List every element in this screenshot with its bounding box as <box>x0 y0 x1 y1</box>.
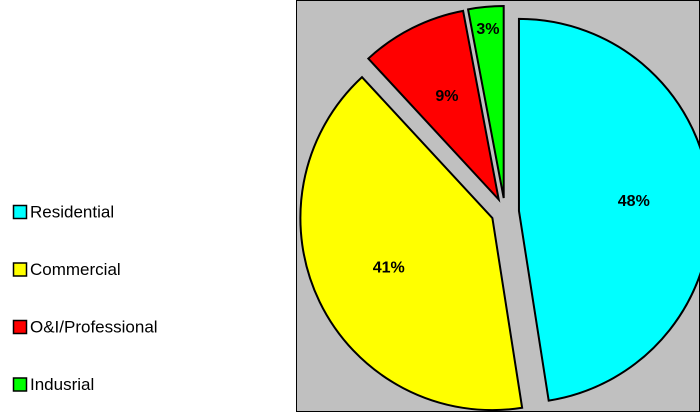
legend-label: Commercial <box>30 260 121 279</box>
data-label: 48% <box>618 193 650 210</box>
legend-label: O&I/Professional <box>30 317 158 336</box>
legend-swatch <box>12 319 28 335</box>
pie-slice <box>299 75 524 412</box>
pie-slice <box>466 5 505 199</box>
legend: Residential Commercial O&I/Professional Ind… <box>12 202 158 394</box>
legend-label: Residential <box>30 202 114 221</box>
data-label: 41% <box>373 260 405 277</box>
legend-swatch <box>12 204 28 220</box>
pie-slice <box>366 9 501 203</box>
legend-swatch <box>12 262 28 277</box>
data-label: 3% <box>476 21 499 38</box>
legend-swatch <box>12 377 28 392</box>
data-label: 9% <box>435 88 458 105</box>
pie-slice <box>517 17 700 402</box>
legend-label: Indusrial <box>30 375 94 394</box>
pie: 48% 41% 9% 3% <box>299 5 700 412</box>
